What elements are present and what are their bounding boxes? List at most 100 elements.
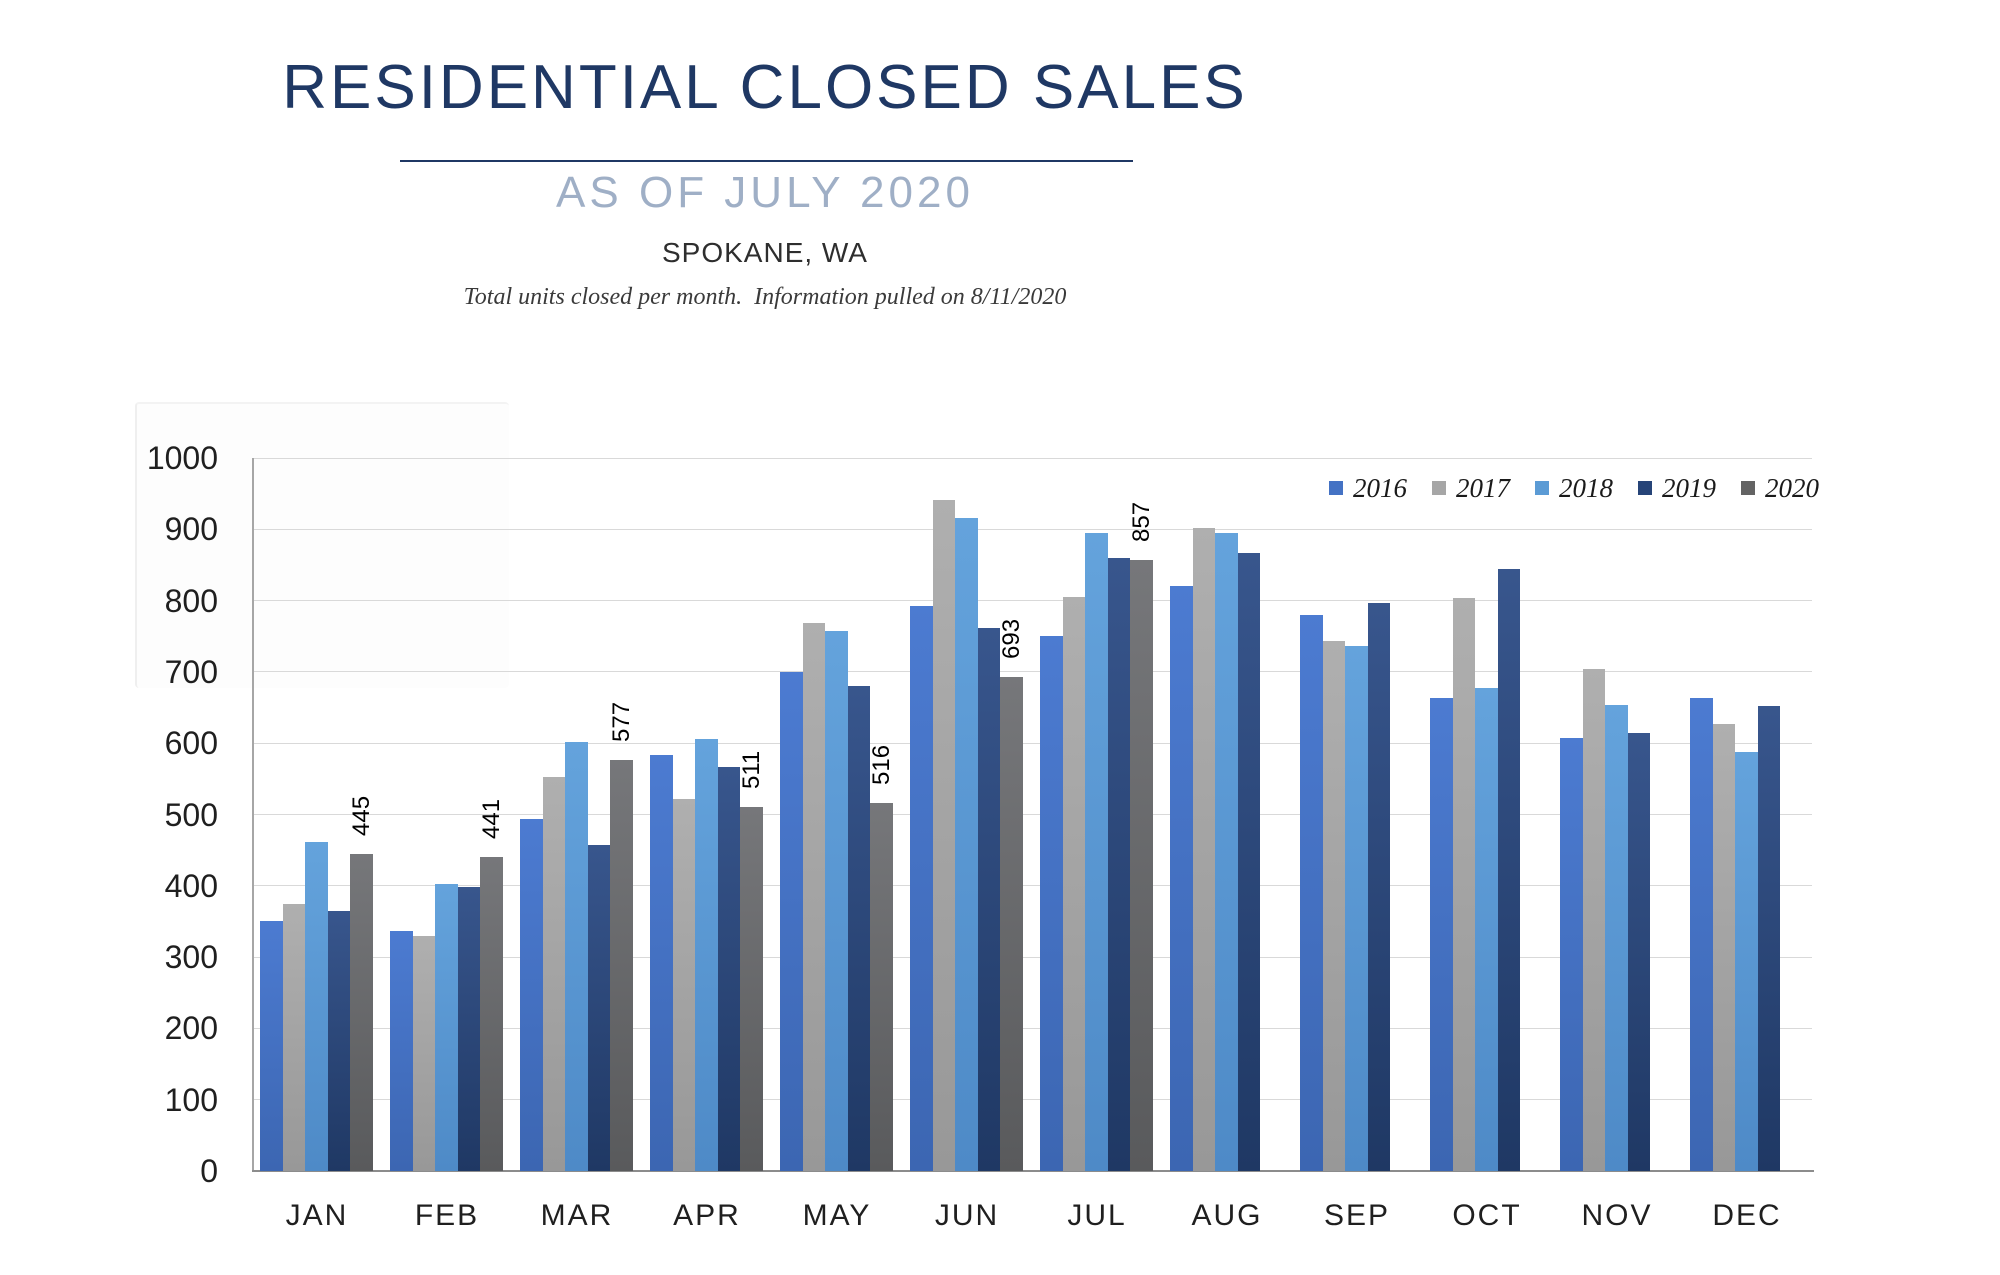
bar-2017-sep [1322, 641, 1346, 1171]
x-axis-category-label: FEB [414, 1199, 480, 1232]
y-axis-tick-label: 400 [164, 867, 218, 904]
legend-swatch-icon [1741, 481, 1755, 495]
bar-2018-oct [1475, 687, 1498, 1171]
x-axis-category-label: DEC [1712, 1199, 1782, 1232]
y-axis-tick-label: 200 [164, 1010, 218, 1047]
chart-legend: 2016 2017 2018 2019 2020 [1329, 474, 1819, 502]
bar-data-label: 516 [867, 745, 895, 786]
x-axis [252, 1170, 1814, 1172]
legend-item-2016: 2016 [1329, 474, 1407, 502]
y-axis-tick-label: 600 [164, 725, 218, 762]
y-axis-tick-label: 500 [164, 796, 218, 833]
y-axis-tick-label: 900 [164, 511, 218, 548]
bar-2019-jul [1107, 557, 1131, 1171]
x-axis-category-label: SEP [1323, 1199, 1391, 1232]
gridline [252, 814, 1812, 815]
bar-2018-sep [1345, 646, 1368, 1171]
gridline [252, 742, 1812, 744]
x-axis-category-label: AUG [1191, 1199, 1263, 1232]
gridline [252, 885, 1812, 887]
bar-2017-aug [1192, 527, 1216, 1171]
gridline [252, 671, 1812, 673]
gridline [252, 1027, 1812, 1029]
legend-swatch-icon [1329, 481, 1343, 495]
bar-2020-may [870, 803, 893, 1171]
legend-label: 2019 [1662, 473, 1716, 503]
bar-2016-dec [1690, 698, 1713, 1171]
bar-2016-mar [520, 819, 543, 1171]
bar-2018-may [825, 631, 848, 1171]
bar-2019-sep [1367, 602, 1391, 1171]
legend-item-2019: 2019 [1638, 474, 1716, 502]
x-axis-category-label: JUL [1067, 1199, 1127, 1232]
bar-2016-oct [1430, 698, 1453, 1171]
bar-2019-apr [717, 767, 741, 1171]
bar-2016-jan [260, 921, 283, 1171]
bar-2019-jan [327, 911, 351, 1171]
bar-2018-mar [565, 742, 588, 1171]
source-note: Total units closed per month. Informatio… [463, 284, 1067, 310]
background-panel [135, 402, 509, 688]
gridline [252, 1099, 1812, 1101]
bar-data-label: 441 [477, 798, 505, 839]
bar-2016-feb [390, 930, 413, 1171]
bar-2018-feb [435, 884, 458, 1171]
bar-2017-jan [282, 903, 306, 1171]
page-title: RESIDENTIAL CLOSED SALES [282, 53, 1248, 122]
bar-2019-oct [1497, 568, 1521, 1171]
x-axis-category-label: JUN [934, 1199, 1000, 1232]
location-label: SPOKANE, WA [661, 237, 868, 268]
bar-2018-jan [305, 841, 328, 1171]
legend-label: 2020 [1765, 473, 1819, 503]
bar-2019-nov [1627, 733, 1651, 1171]
bar-2018-nov [1605, 704, 1628, 1171]
bar-2019-mar [587, 845, 611, 1171]
x-axis-category-label: MAY [802, 1199, 872, 1232]
bar-2017-jul [1062, 597, 1086, 1171]
x-axis-category-label: NOV [1581, 1199, 1653, 1232]
bar-2017-mar [542, 776, 566, 1171]
bar-2019-aug [1237, 552, 1261, 1171]
legend-swatch-icon [1535, 481, 1549, 495]
bar-2016-nov [1560, 738, 1583, 1171]
gridline [252, 528, 1812, 530]
bar-2018-dec [1735, 752, 1758, 1171]
bar-2020-mar [610, 759, 633, 1171]
y-axis [252, 458, 254, 1171]
bar-2020-jan [350, 853, 373, 1171]
bar-2017-feb [412, 935, 436, 1171]
gridline [252, 600, 1812, 602]
legend-label: 2018 [1559, 473, 1613, 503]
bar-2017-dec [1712, 723, 1736, 1171]
bar-2019-dec [1757, 706, 1781, 1171]
bar-data-label: 577 [607, 701, 635, 742]
x-axis-category-label: JAN [285, 1199, 349, 1232]
y-axis-tick-label: 0 [200, 1153, 218, 1189]
legend-item-2017: 2017 [1432, 474, 1510, 502]
legend-label: 2017 [1456, 473, 1510, 503]
bar-2019-may [847, 686, 871, 1171]
gridline [252, 457, 1812, 459]
x-axis-category-label: OCT [1452, 1199, 1522, 1232]
x-axis-category-label: APR [673, 1199, 741, 1232]
bar-2017-jun [932, 500, 956, 1171]
gridline [252, 956, 1812, 958]
legend-swatch-icon [1638, 481, 1652, 495]
legend-label: 2016 [1353, 473, 1407, 503]
bar-2020-jul [1130, 559, 1153, 1171]
bar-data-label: 445 [347, 795, 375, 836]
y-axis-tick-label: 1000 [146, 440, 218, 476]
bar-2019-jun [977, 628, 1001, 1171]
bar-2016-sep [1300, 614, 1323, 1171]
bar-2018-aug [1215, 532, 1238, 1171]
y-axis-tick-label: 100 [164, 1081, 218, 1118]
bar-2020-feb [480, 856, 503, 1171]
bar-2016-jul [1040, 635, 1063, 1171]
bar-data-label: 857 [1127, 501, 1155, 542]
legend-item-2020: 2020 [1741, 474, 1819, 502]
bar-2017-apr [672, 798, 696, 1171]
x-axis-category-label: MAR [540, 1199, 614, 1232]
y-axis-tick-label: 700 [164, 653, 218, 690]
legend-swatch-icon [1432, 481, 1446, 495]
